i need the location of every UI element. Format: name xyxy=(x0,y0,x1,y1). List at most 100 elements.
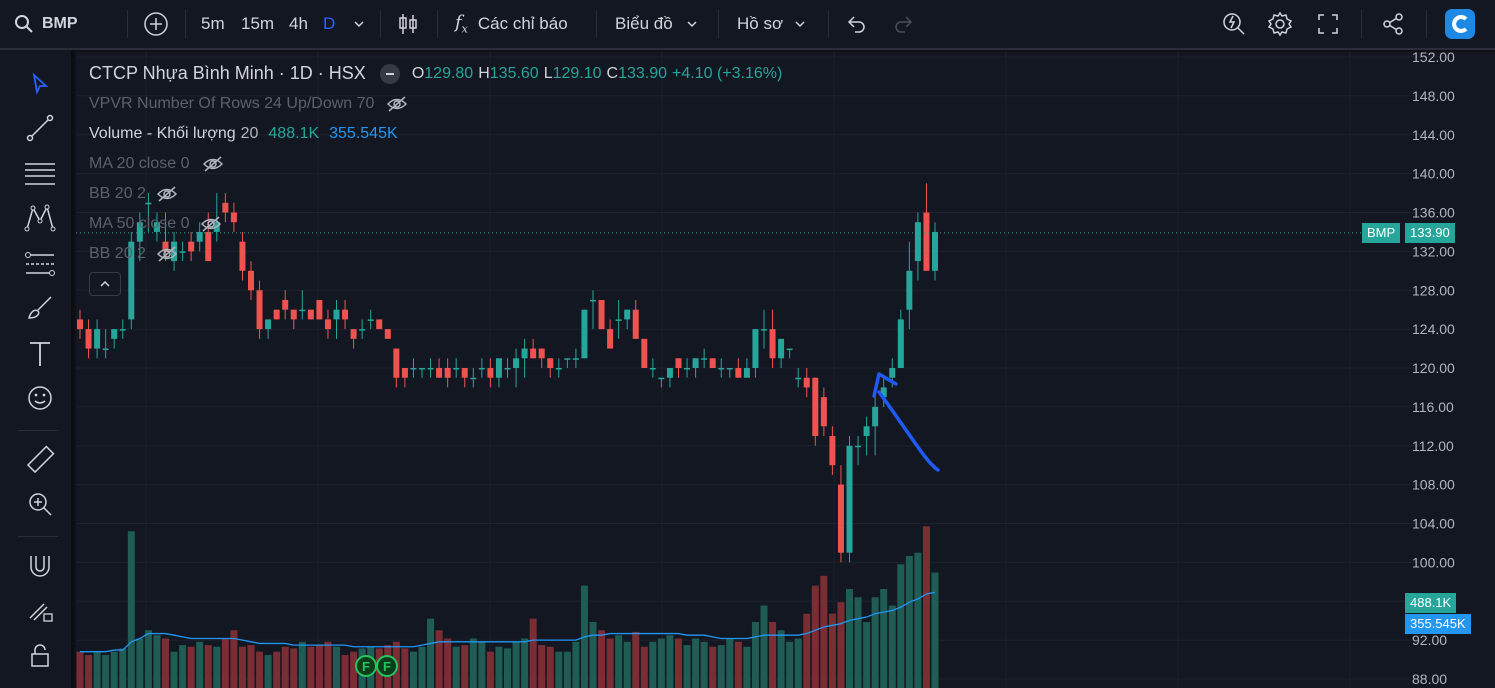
candle xyxy=(94,319,101,359)
collapse-legend-button[interactable] xyxy=(89,272,121,296)
volume-bar xyxy=(427,618,435,688)
fib-tool[interactable] xyxy=(20,156,60,192)
volume-bar xyxy=(589,622,597,688)
legend-ma20[interactable]: MA 20 close 0 xyxy=(89,155,224,173)
volume-bar xyxy=(666,635,674,688)
price-tick-label: 144.00 xyxy=(1412,127,1455,143)
volume-bar xyxy=(315,645,323,688)
legend-bb1[interactable]: BB 20 2 xyxy=(89,185,178,203)
candle xyxy=(863,416,870,456)
chart-type-button[interactable] xyxy=(396,0,420,48)
chart-menu-label: Biểu đồ xyxy=(615,14,673,33)
volume-bar xyxy=(110,651,118,688)
candle xyxy=(855,436,862,466)
candle xyxy=(128,231,135,330)
settings-button[interactable] xyxy=(1267,0,1293,48)
interval-d[interactable]: D xyxy=(323,14,336,33)
smiley-icon xyxy=(28,386,52,410)
candle xyxy=(179,241,186,262)
volume-bar xyxy=(230,630,238,688)
fullscreen-button[interactable] xyxy=(1316,0,1340,48)
volume-length: 20 xyxy=(240,125,259,142)
emoji-tool[interactable] xyxy=(20,380,60,416)
undo-button[interactable] xyxy=(845,0,867,48)
volume-bar xyxy=(734,641,742,688)
lock-drawing-tool[interactable] xyxy=(20,592,60,628)
legend-bb2[interactable]: BB 20 2 xyxy=(89,245,178,263)
legend-vpvr[interactable]: VPVR Number Of Rows 24 Up/Down 70 xyxy=(89,95,408,113)
brush-tool[interactable] xyxy=(20,290,60,326)
interval-4h[interactable]: 4h xyxy=(289,14,308,33)
price-chart[interactable]: 152.00 148.00 144.00 140.00 136.00 132.00 128.… xyxy=(76,52,1495,688)
candle xyxy=(487,358,494,388)
bb2-label: BB 20 2 xyxy=(89,245,146,262)
measure-tool[interactable] xyxy=(20,442,60,478)
eye-off-icon[interactable] xyxy=(202,155,224,173)
pattern-icon xyxy=(24,204,56,232)
quick-search-button[interactable] xyxy=(1221,0,1247,48)
cursor-tool[interactable] xyxy=(20,66,60,102)
fullscreen-icon xyxy=(1318,14,1338,34)
indicators-button[interactable]: fx Các chỉ báo xyxy=(455,0,568,48)
candle xyxy=(162,212,169,262)
chart-menu-button[interactable]: Biểu đồ xyxy=(615,0,699,48)
marker-f-1[interactable]: F xyxy=(355,655,377,677)
pattern-tool[interactable] xyxy=(20,200,60,236)
eye-off-icon[interactable] xyxy=(386,95,408,113)
volume-ma-value: 355.545K xyxy=(329,125,398,142)
eye-off-icon[interactable] xyxy=(200,215,222,233)
app-logo xyxy=(1445,0,1475,48)
zoom-tool[interactable] xyxy=(20,486,60,522)
low-value: 129.10 xyxy=(552,64,602,82)
chart-background xyxy=(76,52,1495,688)
candle xyxy=(923,183,930,271)
marker-f-2[interactable]: F xyxy=(376,655,398,677)
price-axis[interactable]: 152.00 148.00 144.00 140.00 136.00 132.00 128.… xyxy=(1412,52,1455,687)
volume-bar xyxy=(187,646,195,688)
search-icon xyxy=(15,15,33,33)
symbol-search[interactable]: BMP xyxy=(14,0,78,48)
legend-ma50[interactable]: MA 50 close 0 xyxy=(89,215,222,233)
price-tick-label: 100.00 xyxy=(1412,554,1455,570)
volume-bar xyxy=(803,613,811,688)
top-toolbar: BMP 5m 15m 4h D fx Các chỉ báo Biểu đồ H… xyxy=(0,0,1495,50)
volume-bar xyxy=(435,630,443,688)
chevron-up-icon xyxy=(100,280,110,287)
marker-f-label: F xyxy=(362,659,370,674)
legend-title[interactable]: CTCP Nhựa Bình Minh · 1D · HSX xyxy=(89,63,366,83)
volume-bar xyxy=(409,651,417,688)
legend-toggle[interactable] xyxy=(379,63,400,84)
candle xyxy=(273,309,280,320)
magnet-tool[interactable] xyxy=(20,548,60,584)
volume-bar xyxy=(512,641,520,688)
volume-bar xyxy=(102,655,110,688)
lock-all-tool[interactable] xyxy=(20,638,60,674)
candle xyxy=(846,436,853,563)
volume-bar xyxy=(307,646,315,688)
eye-off-icon[interactable] xyxy=(156,185,178,203)
redo-button[interactable] xyxy=(893,0,915,48)
lightning-search-icon xyxy=(1223,13,1245,35)
marker-f-label: F xyxy=(383,659,391,674)
compare-button[interactable] xyxy=(143,0,169,48)
candle xyxy=(743,358,750,378)
interval-15m[interactable]: 15m xyxy=(241,14,275,33)
drawing-toolbar xyxy=(0,50,74,688)
trend-line-tool[interactable] xyxy=(20,110,60,146)
candle xyxy=(145,193,152,232)
share-button[interactable] xyxy=(1381,0,1405,48)
eye-off-icon[interactable] xyxy=(156,245,178,263)
volume-bar xyxy=(461,645,469,688)
candle xyxy=(282,290,289,320)
volume-bar xyxy=(281,646,289,688)
interval-5m[interactable]: 5m xyxy=(201,14,225,33)
text-tool[interactable] xyxy=(20,336,60,372)
profile-menu-button[interactable]: Hồ sơ xyxy=(737,0,807,48)
price-tick-label: 140.00 xyxy=(1412,166,1455,182)
logo-icon xyxy=(1445,9,1475,39)
interval-dropdown[interactable] xyxy=(352,0,366,48)
legend-volume[interactable]: Volume - Khối lượng 20 488.1K 355.545K xyxy=(89,125,398,143)
volume-bar xyxy=(751,622,759,688)
prediction-tool[interactable] xyxy=(20,246,60,282)
candle xyxy=(880,377,887,407)
